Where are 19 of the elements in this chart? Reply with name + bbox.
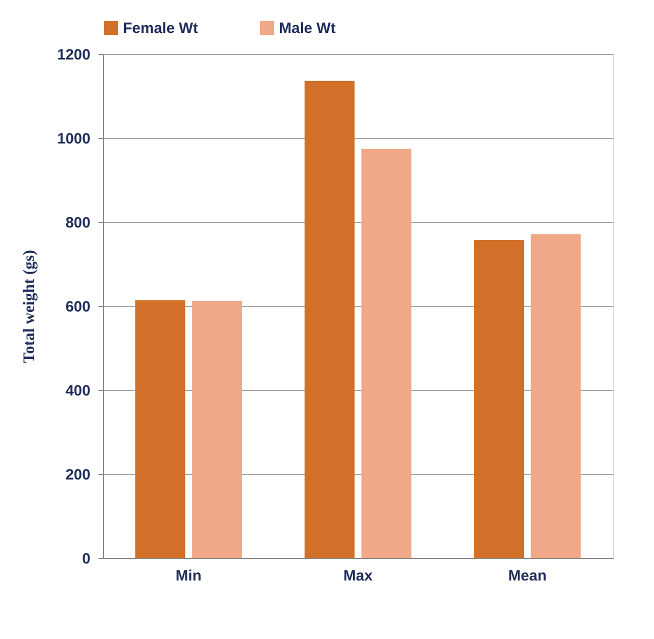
y-tick-label: 1000 [57, 130, 90, 148]
y-tick-label: 600 [65, 298, 90, 316]
y-tick-label: 400 [65, 382, 90, 400]
y-axis-title: Total weight (gs) [21, 250, 38, 364]
x-tick-label: Min [176, 568, 202, 584]
bar [304, 80, 355, 558]
legend-label: Male Wt [279, 20, 336, 37]
y-tick-label: 1200 [57, 46, 90, 64]
bar [361, 148, 412, 558]
y-tick-label: 200 [65, 466, 90, 484]
x-tick-label: Max [343, 568, 374, 584]
y-tick-label: 800 [65, 214, 90, 232]
bar [474, 240, 524, 558]
bar [192, 300, 242, 558]
legend-label: Female Wt [123, 20, 198, 37]
bar [530, 234, 581, 558]
y-tick-label: 0 [82, 550, 90, 568]
bar [135, 300, 186, 558]
x-tick-label: Mean [508, 568, 547, 584]
